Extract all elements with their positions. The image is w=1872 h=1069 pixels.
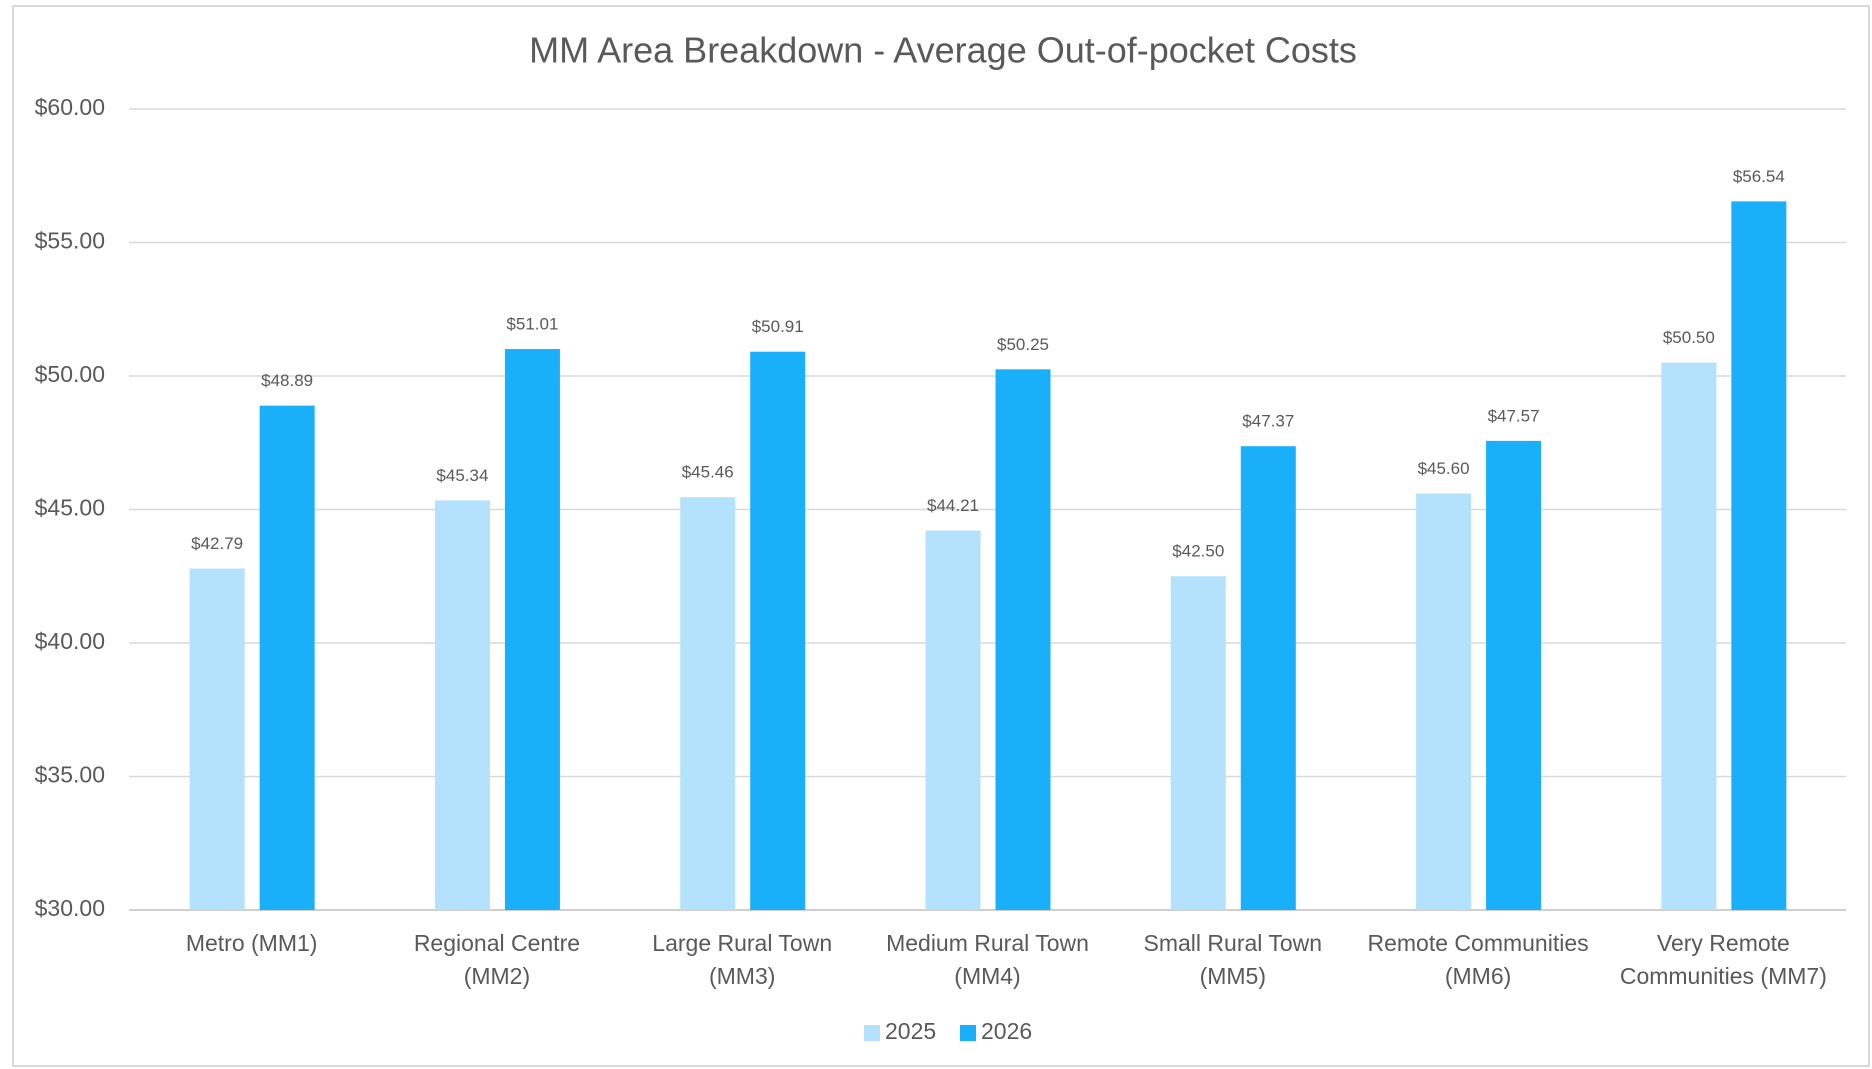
bar: [995, 369, 1051, 910]
x-tick-label: Small Rural Town (MM5): [1144, 930, 1323, 989]
data-label: $50.50: [1663, 328, 1715, 347]
bar: [750, 351, 806, 910]
bar: [1661, 362, 1717, 910]
x-tick-label: Regional Centre (MM2): [414, 930, 580, 989]
data-label: $45.34: [436, 466, 488, 485]
bar: [1486, 440, 1542, 910]
bar: [434, 500, 490, 910]
data-label: $42.79: [191, 534, 243, 553]
chart-border: [12, 5, 1870, 1067]
legend-swatch: [960, 1025, 976, 1041]
x-tick-label: Remote Communities (MM6): [1368, 930, 1589, 989]
data-label: $47.57: [1488, 406, 1540, 425]
data-label: $50.25: [997, 335, 1049, 354]
legend-label: 2026: [981, 1018, 1032, 1044]
data-label: $42.50: [1172, 542, 1224, 561]
x-tick-label: Large Rural Town (MM3): [652, 930, 832, 989]
y-tick-label: $55.00: [35, 228, 105, 254]
y-tick-label: $40.00: [35, 628, 105, 654]
bar: [1416, 493, 1472, 910]
x-tick-label: Metro (MM1): [186, 930, 318, 956]
data-label: $45.60: [1418, 459, 1470, 478]
bar: [259, 405, 315, 910]
y-tick-label: $30.00: [35, 895, 105, 921]
bar: [1170, 576, 1226, 910]
bar: [189, 568, 245, 910]
bar: [925, 530, 981, 910]
data-label: $50.91: [752, 317, 804, 336]
bar: [1731, 201, 1787, 910]
bar: [680, 497, 736, 910]
data-label: $47.37: [1242, 412, 1294, 431]
y-tick-label: $50.00: [35, 361, 105, 387]
data-label: $48.89: [261, 371, 313, 390]
data-label: $51.01: [506, 315, 558, 334]
y-tick-label: $35.00: [35, 762, 105, 788]
chart-title: MM Area Breakdown - Average Out-of-pocke…: [529, 30, 1357, 71]
bar: [1240, 446, 1296, 910]
x-tick-label: Medium Rural Town (MM4): [886, 930, 1089, 989]
legend-label: 2025: [885, 1018, 936, 1044]
x-tick-label: Very Remote Communities (MM7): [1620, 930, 1827, 989]
data-label: $56.54: [1733, 167, 1785, 186]
data-label: $45.46: [682, 463, 734, 482]
y-tick-label: $45.00: [35, 495, 105, 521]
data-label: $44.21: [927, 496, 979, 515]
legend-swatch: [864, 1025, 880, 1041]
bar: [504, 349, 560, 911]
y-tick-label: $60.00: [35, 94, 105, 120]
